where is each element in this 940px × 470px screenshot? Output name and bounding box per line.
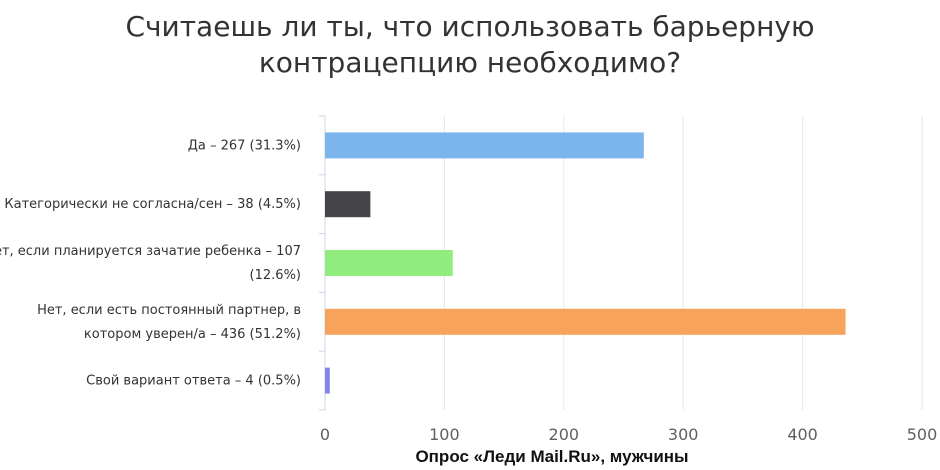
bar: [325, 308, 846, 335]
x-tick-label: 500: [907, 425, 938, 444]
x-tick-labels: 0 100 200 300 400 500: [320, 425, 937, 444]
x-tick-label: 400: [787, 425, 818, 444]
bar: [325, 132, 644, 159]
x-tick-label: 0: [320, 425, 330, 444]
axes: [319, 115, 326, 411]
x-tick-label: 200: [549, 425, 580, 444]
category-label: Нет, если планируется зачатие ребенка – …: [0, 244, 301, 283]
gridlines: [443, 116, 923, 410]
chart-title-line: Считаешь ли ты, что использовать барьерн…: [125, 10, 814, 43]
category-labels: Да – 267 (31.3%) Категорически не согласн…: [0, 138, 301, 388]
chart-caption: Опрос «Леди Mail.Ru», мужчины: [415, 447, 688, 466]
x-tick-label: 100: [429, 425, 460, 444]
x-tick-label: 300: [668, 425, 699, 444]
chart-title: Считаешь ли ты, что использовать барьерн…: [125, 10, 814, 79]
category-label: Нет, если есть постоянный партнер, в кото…: [37, 303, 301, 342]
category-label: Категорически не согласна/сен – 38 (4.5%…: [4, 197, 301, 212]
bar: [325, 191, 371, 218]
chart-title-line: контрацепцию необходимо?: [259, 46, 681, 79]
category-label: Да – 267 (31.3%): [188, 138, 301, 153]
category-label: Свой вариант ответа – 4 (0.5%): [86, 374, 301, 389]
bar: [325, 250, 453, 276]
bars: [325, 132, 846, 394]
bar: [325, 367, 330, 394]
